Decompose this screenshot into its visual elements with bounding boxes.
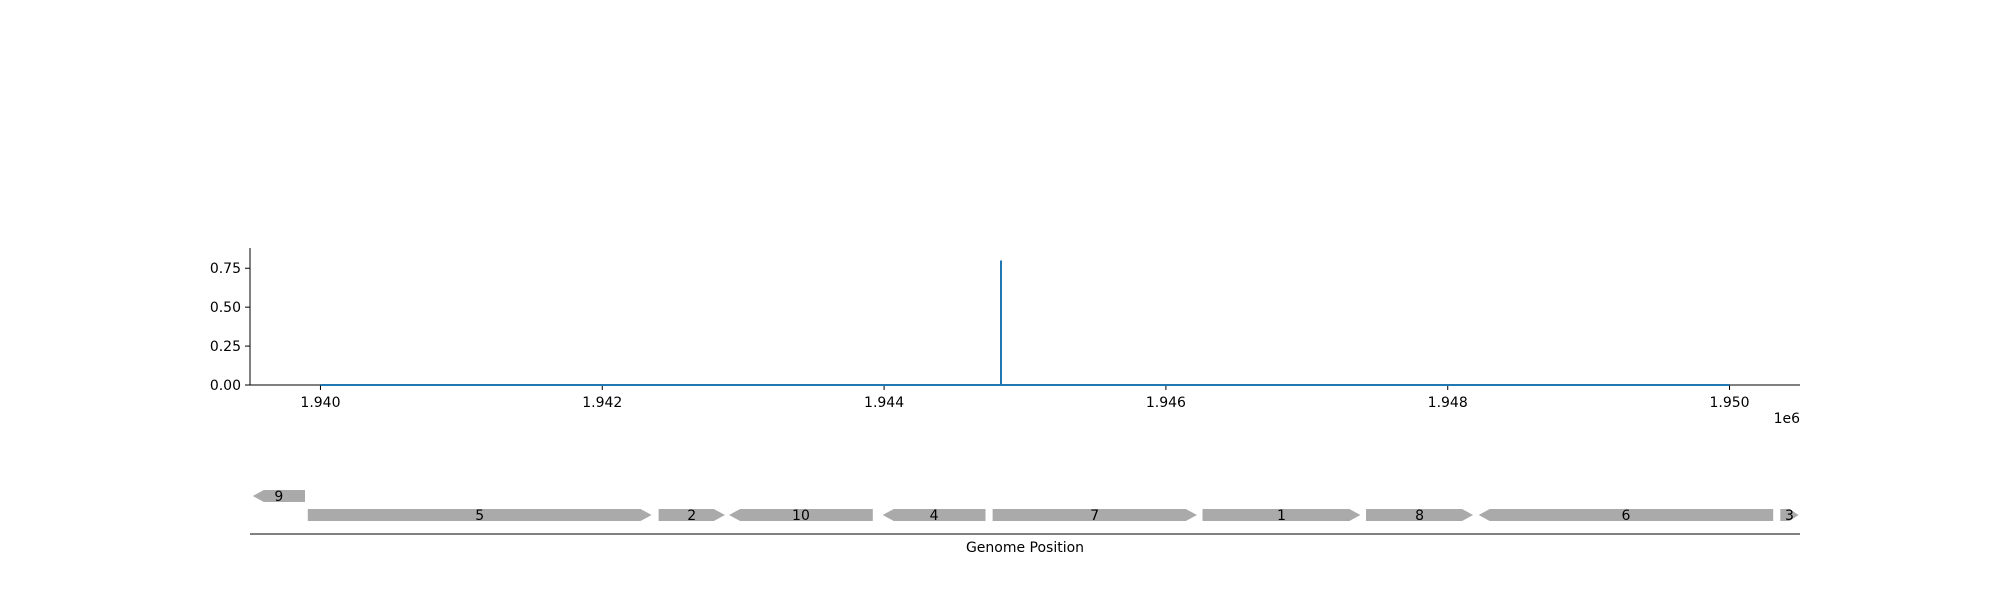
gene-label: 10 [792,508,810,524]
gene-arrow [882,509,986,521]
gene-label: 5 [475,508,484,524]
gene-track: 9 5 2 10 4 7 1 8 6 3 Genome Position [250,489,1800,556]
gene-label: 3 [1785,508,1794,524]
signal-series-line [320,260,1730,386]
gene-label: 1 [1277,508,1286,524]
x-offset-label: 1e6 [1774,411,1801,427]
gene-label: 2 [687,508,696,524]
gene-axis-xlabel: Genome Position [966,540,1084,556]
gene-arrow [729,509,873,521]
gene-arrow [307,509,652,521]
gene-arrow [1478,509,1774,521]
y-tick-label: 0.00 [210,378,241,394]
x-tick-label: 1.948 [1428,395,1468,411]
gene-arrow [1202,509,1361,521]
y-tick-label: 0.75 [210,261,241,277]
gene-label: 8 [1415,508,1424,524]
gene-arrow [1780,509,1799,521]
x-tick-label: 1.944 [864,395,904,411]
gene-arrow [1366,509,1474,521]
gene-label: 9 [274,489,283,505]
gene-arrow [658,509,725,521]
x-tick-label: 1.942 [582,395,622,411]
y-tick-label: 0.50 [210,300,241,316]
gene-label: 4 [930,508,939,524]
x-tick-label: 1.940 [300,395,340,411]
signal-plot: 0.00 0.25 0.50 0.75 1.940 1.942 1.944 1.946 1.94… [210,248,1800,427]
gene-label: 7 [1090,508,1099,524]
x-tick-label: 1.950 [1709,395,1749,411]
gene-arrow [252,490,305,502]
y-tick-label: 0.25 [210,339,241,355]
gene-label: 6 [1622,508,1631,524]
gene-arrow [992,509,1197,521]
x-tick-label: 1.946 [1146,395,1186,411]
